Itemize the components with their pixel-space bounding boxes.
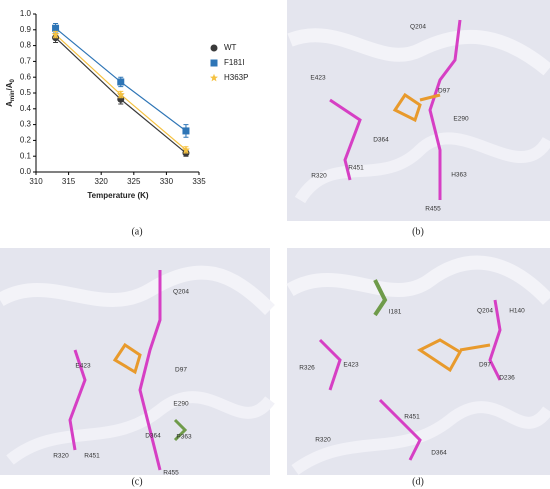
y-tick-label: 0.4	[20, 104, 32, 113]
residue-label: Q204	[173, 289, 189, 296]
residue-label: E423	[343, 362, 359, 369]
residue-label: D236	[499, 375, 515, 382]
residue-label: R451	[84, 453, 100, 460]
residue-label: D97	[175, 367, 187, 374]
residue-label: I181	[389, 309, 402, 316]
y-tick-label: 1.0	[20, 9, 32, 18]
residue-label: P363	[176, 434, 192, 441]
x-tick-label: 320	[95, 177, 109, 186]
panel-caption: (b)	[412, 226, 424, 237]
residue-label: R326	[299, 365, 315, 372]
residue-label: R451	[404, 414, 420, 421]
x-tick-label: 315	[62, 177, 76, 186]
y-label-part: A	[5, 101, 14, 107]
residue-label: R320	[315, 437, 331, 444]
residue-label: D97	[479, 362, 491, 369]
residue-label: R451	[348, 165, 364, 172]
point	[51, 30, 60, 38]
residue-label: E423	[75, 363, 91, 370]
structure-d	[286, 248, 550, 475]
y-label-part: /A	[5, 82, 14, 90]
point	[210, 73, 218, 82]
structure-c	[0, 248, 275, 475]
residue-label: Q204	[477, 308, 493, 315]
residue-label: D364	[145, 433, 161, 440]
y-tick-label: 0.5	[20, 88, 32, 97]
point	[117, 78, 125, 86]
residue-label: R320	[311, 173, 327, 180]
legend-label: WT	[224, 43, 237, 52]
legend-label: F181I	[224, 58, 244, 67]
point	[181, 145, 190, 154]
panel-caption: (c)	[131, 476, 142, 487]
residue-label: D364	[373, 137, 389, 144]
y-tick-label: 0.1	[20, 151, 32, 160]
y-tick-label: 0.6	[20, 72, 32, 81]
residue-label: E423	[310, 75, 326, 82]
residue-label: E290	[453, 116, 469, 123]
residue-label: R455	[163, 470, 179, 477]
y-tick-label: 0.7	[20, 57, 32, 66]
residue-label: H363	[451, 172, 467, 179]
y-tick-label: 0.8	[20, 41, 32, 50]
x-tick-label: 335	[192, 177, 206, 186]
structure-b	[287, 0, 550, 221]
residue-label: Q204	[410, 24, 426, 31]
x-tick-label: 330	[160, 177, 174, 186]
x-tick-label: 310	[29, 177, 43, 186]
y-tick-label: 0.3	[20, 120, 32, 129]
residue-label: R455	[425, 206, 441, 213]
y-tick-label: 0.9	[20, 25, 32, 34]
residue-label: R320	[53, 453, 69, 460]
panel-caption: (a)	[131, 226, 142, 237]
residue-label: D364	[431, 450, 447, 457]
y-tick-label: 0.2	[20, 136, 32, 145]
residue-label: D97	[438, 88, 450, 95]
x-axis-label: Temperature (K)	[87, 191, 149, 200]
y-tick-label: 0.0	[20, 167, 32, 176]
point	[210, 44, 218, 52]
point	[182, 127, 190, 135]
panel-caption: (d)	[412, 476, 424, 487]
x-tick-label: 325	[127, 177, 141, 186]
point	[116, 90, 125, 98]
y-label-part: 0	[10, 78, 16, 82]
y-axis-label: Amin/A0	[5, 78, 15, 106]
point	[210, 59, 218, 67]
legend-label: H363P	[224, 73, 248, 82]
residue-label: E290	[173, 401, 189, 408]
y-label-part: min	[10, 90, 16, 101]
point	[52, 24, 60, 32]
residue-label: H140	[509, 308, 525, 315]
